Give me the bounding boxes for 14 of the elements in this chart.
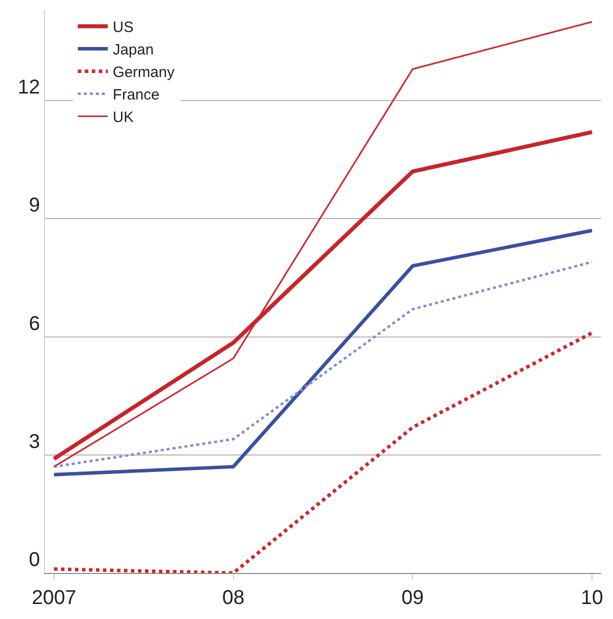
x-tick-label: 2007 (32, 587, 76, 609)
legend-label: Germany (112, 64, 175, 82)
legend-label: US (112, 19, 134, 36)
x-tick-label: 10 (580, 587, 604, 609)
x-tick-label: 09 (402, 587, 424, 609)
y-tick-label: 0 (28, 549, 40, 571)
y-tick-label: 6 (28, 312, 40, 335)
y-tick-label: 9 (28, 194, 40, 217)
legend-label: UK (112, 109, 134, 126)
legend-label: France (112, 86, 160, 104)
legend-label: Japan (112, 42, 154, 59)
y-tick-label: 3 (28, 430, 40, 453)
x-tick-label: 08 (222, 587, 244, 609)
y-tick-label: 12 (18, 76, 40, 99)
